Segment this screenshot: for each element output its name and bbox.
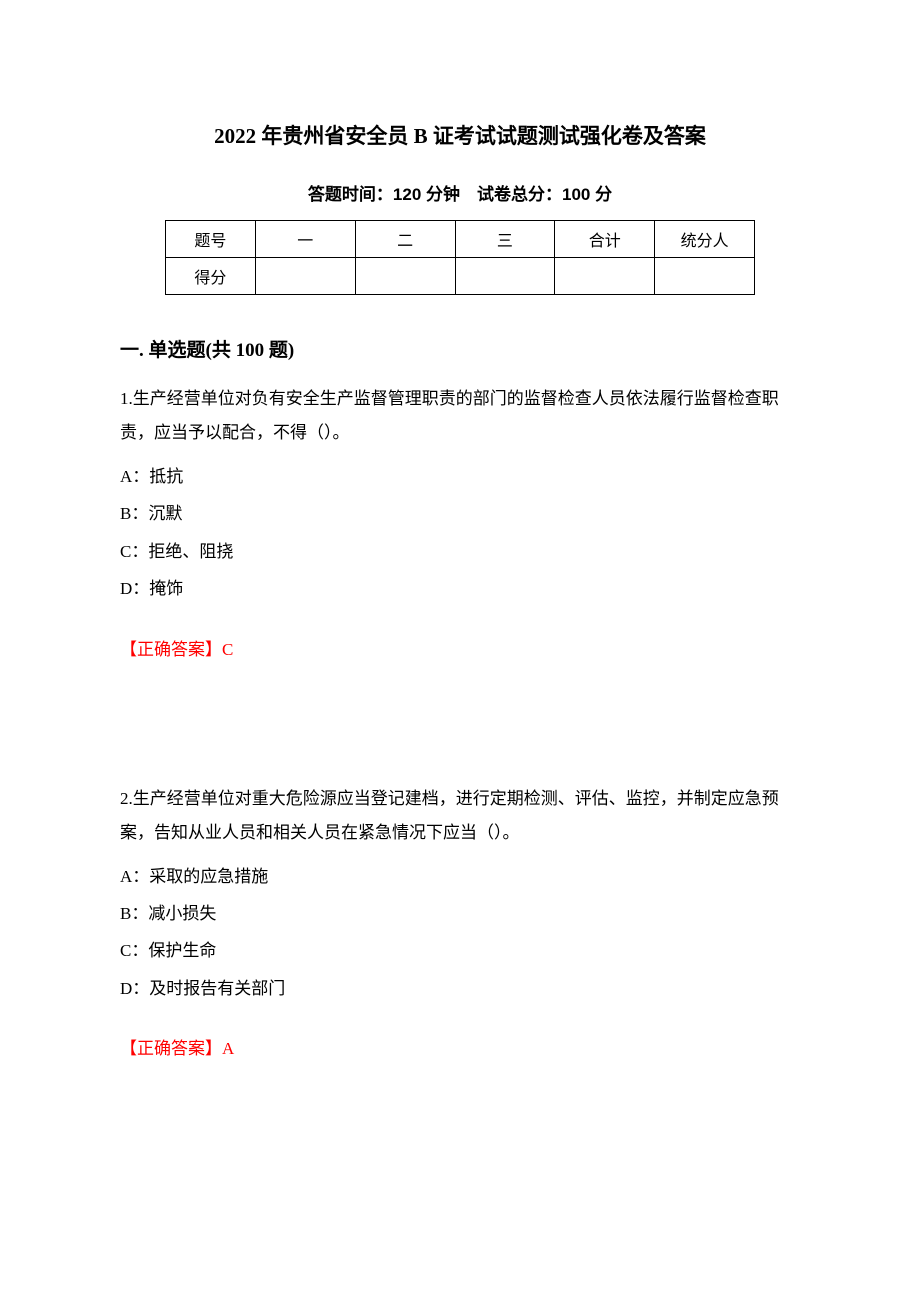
question-gap xyxy=(120,687,800,782)
question-text: 1.生产经营单位对负有安全生产监督管理职责的部门的监督检查人员依法履行监督检查职… xyxy=(120,382,800,450)
score-table-header-cell: 一 xyxy=(255,221,355,258)
question-body: 生产经营单位对重大危险源应当登记建档，进行定期检测、评估、监控，并制定应急预案，… xyxy=(120,789,779,842)
correct-answer: 【正确答案】A xyxy=(120,1032,800,1066)
question-number: 2. xyxy=(120,789,133,808)
option: A：采取的应急措施 xyxy=(120,858,800,895)
answer-label: 【正确答案】 xyxy=(120,640,222,659)
question-block: 1.生产经营单位对负有安全生产监督管理职责的部门的监督检查人员依法履行监督检查职… xyxy=(120,382,800,667)
score-table-empty-cell xyxy=(555,258,655,295)
question-body: 生产经营单位对负有安全生产监督管理职责的部门的监督检查人员依法履行监督检查职责，… xyxy=(120,389,779,442)
question-block: 2.生产经营单位对重大危险源应当登记建档，进行定期检测、评估、监控，并制定应急预… xyxy=(120,782,800,1067)
score-table-header-cell: 题号 xyxy=(166,221,256,258)
correct-answer: 【正确答案】C xyxy=(120,633,800,667)
score-table-empty-cell xyxy=(355,258,455,295)
option: C：保护生命 xyxy=(120,932,800,969)
answer-value: A xyxy=(222,1039,234,1058)
score-table-header-cell: 统分人 xyxy=(655,221,755,258)
score-table-score-row: 得分 xyxy=(166,258,755,295)
section-heading: 一. 单选题(共 100 题) xyxy=(120,335,800,362)
score-table-empty-cell xyxy=(455,258,555,295)
score-table: 题号 一 二 三 合计 统分人 得分 xyxy=(165,220,755,295)
question-number: 1. xyxy=(120,389,133,408)
option: D：掩饰 xyxy=(120,570,800,607)
score-table-row-label: 得分 xyxy=(166,258,256,295)
exam-subtitle: 答题时间：120 分钟 试卷总分：100 分 xyxy=(120,180,800,205)
exam-title: 2022 年贵州省安全员 B 证考试试题测试强化卷及答案 xyxy=(120,120,800,150)
answer-value: C xyxy=(222,640,233,659)
option: B：沉默 xyxy=(120,495,800,532)
score-table-header-cell: 三 xyxy=(455,221,555,258)
question-text: 2.生产经营单位对重大危险源应当登记建档，进行定期检测、评估、监控，并制定应急预… xyxy=(120,782,800,850)
option: B：减小损失 xyxy=(120,895,800,932)
score-table-header-cell: 合计 xyxy=(555,221,655,258)
option: A：抵抗 xyxy=(120,458,800,495)
answer-label: 【正确答案】 xyxy=(120,1039,222,1058)
score-table-header-cell: 二 xyxy=(355,221,455,258)
option: D：及时报告有关部门 xyxy=(120,970,800,1007)
option: C：拒绝、阻挠 xyxy=(120,533,800,570)
score-table-empty-cell xyxy=(255,258,355,295)
score-table-empty-cell xyxy=(655,258,755,295)
score-table-header-row: 题号 一 二 三 合计 统分人 xyxy=(166,221,755,258)
